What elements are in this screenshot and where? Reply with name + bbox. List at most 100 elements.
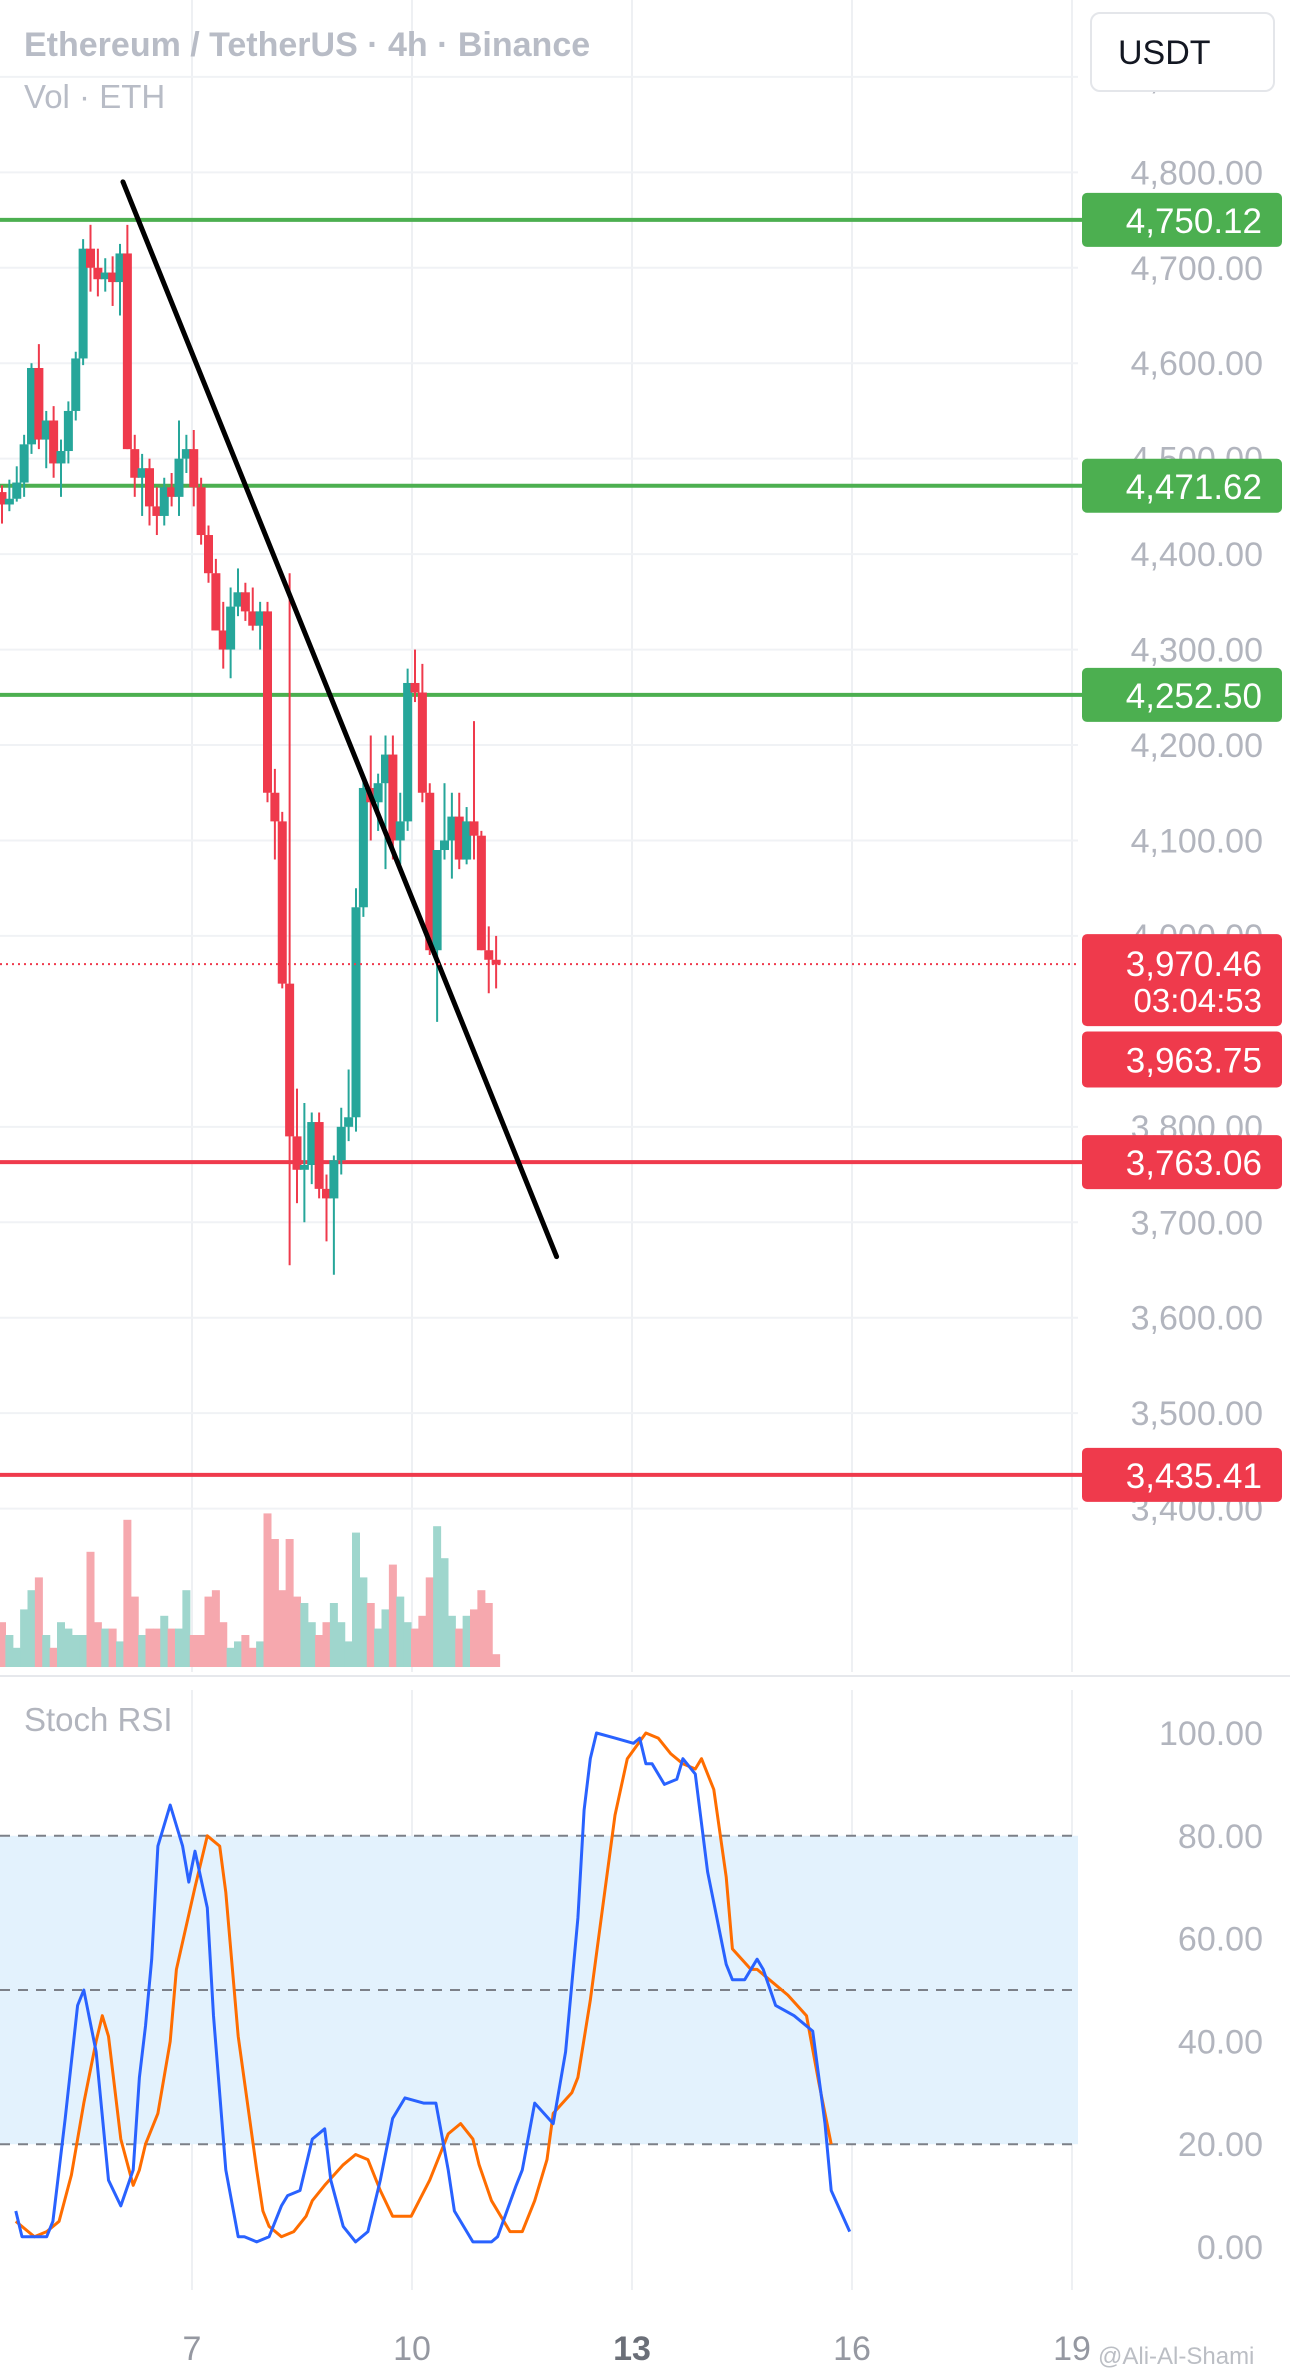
volume-bar (27, 1590, 36, 1667)
candle (388, 735, 398, 860)
candle (108, 256, 118, 306)
candle-body (285, 983, 295, 1137)
candle-body (115, 253, 125, 283)
candle (462, 807, 472, 865)
candle (86, 224, 95, 292)
candle-body (299, 1165, 309, 1170)
volume-bar (366, 1603, 375, 1667)
volume-bar (71, 1635, 80, 1667)
x-tick-label: 13 (613, 2330, 651, 2368)
bar-countdown-label: 03:04:53 (1134, 982, 1262, 1019)
stoch-rsi-pane: Stoch RSI 0.00 20.00 40.00 60.00 80.00 100.00 (0, 1701, 1263, 2267)
candle-body (410, 682, 420, 693)
volume-bar (344, 1641, 353, 1667)
candle (41, 410, 51, 469)
currency-button[interactable]: USDT (1090, 12, 1275, 92)
level-label-box (1082, 667, 1282, 722)
candle (56, 439, 66, 497)
volume-bar (42, 1635, 51, 1667)
candle (204, 525, 213, 583)
volume-bar (248, 1647, 257, 1667)
volume-bar (322, 1622, 331, 1667)
volume-bar (352, 1532, 360, 1667)
level-label-text: 4,750.12 (1126, 202, 1262, 241)
volume-bar (388, 1564, 397, 1667)
candle-body (71, 358, 81, 411)
y-tick-label: 4,400.00 (1131, 536, 1263, 574)
candle-body (189, 449, 199, 488)
volume-bar (470, 1609, 478, 1667)
candle (100, 258, 110, 292)
level-labels: 4,750.12 4,471.62 4,252.50 3,763.06 3,435.41 (1082, 192, 1282, 1502)
x-tick-label: 16 (833, 2330, 871, 2368)
candle (395, 792, 405, 865)
volume-bar (101, 1628, 110, 1667)
candle (454, 792, 464, 870)
candle-body (292, 1136, 302, 1170)
level-label-box (1082, 192, 1282, 247)
candle (299, 1102, 309, 1223)
candle (425, 783, 435, 956)
candle-body (447, 816, 457, 841)
level-label-text: 4,471.62 (1126, 468, 1262, 507)
volume-bar (175, 1628, 183, 1667)
y-tick-label: 4,200.00 (1131, 727, 1263, 765)
candle-body (329, 1160, 339, 1199)
secondary-price-label-box (1082, 1031, 1282, 1088)
volume-bar (285, 1539, 294, 1667)
trendline (120, 179, 560, 1260)
volume-bar (462, 1615, 471, 1667)
y-tick-label: 4,800.00 (1131, 154, 1263, 192)
stoch-rsi-title: Stoch RSI (24, 1701, 173, 1738)
y-tick-label: 4,700.00 (1131, 250, 1263, 288)
volume-bar (12, 1647, 21, 1667)
candle (159, 477, 169, 526)
candle-body (381, 754, 390, 784)
volume-bar (492, 1654, 501, 1667)
candle-body (78, 248, 88, 359)
grid-lines (0, 0, 1290, 2290)
candle (248, 587, 258, 631)
y-tick-label: 3,600.00 (1131, 1300, 1263, 1338)
candle-body (196, 487, 206, 536)
candle (27, 363, 36, 454)
level-label-box (1082, 1447, 1282, 1502)
volume-bar (79, 1635, 88, 1667)
candle (93, 248, 103, 297)
candle-body (277, 821, 287, 984)
last-price-label-box (1082, 934, 1282, 1027)
candle (130, 434, 140, 497)
volume-bar (241, 1635, 250, 1667)
candle-body (12, 482, 22, 499)
candle (403, 668, 413, 831)
candle (322, 1174, 331, 1242)
candle (263, 601, 272, 803)
y-tick-label: 4,300.00 (1131, 632, 1263, 670)
candle (19, 434, 29, 497)
volume-bar (234, 1641, 242, 1667)
candle (344, 1069, 354, 1142)
volume-bar (381, 1609, 390, 1667)
candle-body (358, 787, 368, 908)
volume-bar (219, 1622, 228, 1667)
y-tick-label: 3,700.00 (1131, 1204, 1263, 1242)
volume-bar (167, 1628, 176, 1667)
volume-bar (256, 1641, 265, 1667)
y-tick-label: 4,600.00 (1131, 345, 1263, 383)
volume-bar (329, 1603, 338, 1667)
candle-body (174, 458, 184, 497)
candle-body (41, 420, 51, 440)
volume-bar (403, 1622, 412, 1667)
candle-body (240, 592, 250, 612)
candle-body (19, 444, 29, 483)
volume-bar (160, 1615, 169, 1667)
candle (4, 479, 14, 512)
volume-bar (300, 1603, 309, 1667)
candle-body (322, 1188, 331, 1199)
stoch-y-tick-label: 80.00 (1178, 1818, 1263, 1856)
candle (145, 458, 154, 526)
candle (122, 224, 132, 450)
candle (34, 344, 44, 450)
candle (285, 573, 295, 1266)
